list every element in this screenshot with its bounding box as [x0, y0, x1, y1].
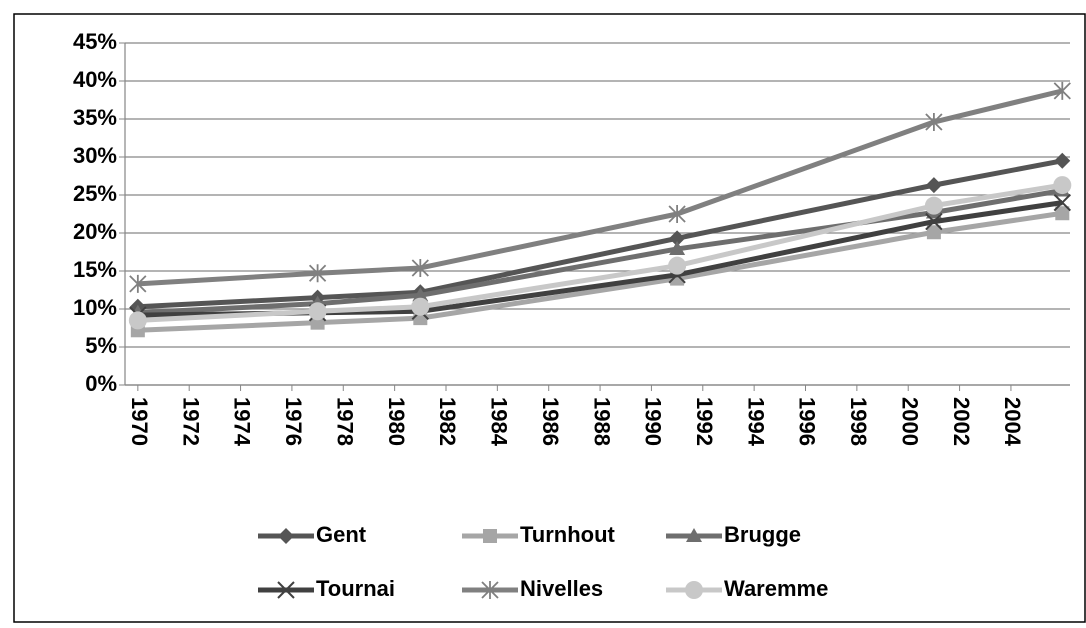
line — [137, 187, 1063, 316]
legend-marker — [277, 581, 295, 599]
x-tick-label: 2004 — [1000, 397, 1025, 447]
x-tick-label: 1988 — [589, 397, 614, 446]
y-tick-label: 15% — [73, 257, 117, 282]
marker — [925, 212, 943, 231]
marker — [129, 274, 147, 293]
y-tick-label: 10% — [73, 295, 117, 320]
x-tick-label: 1980 — [384, 397, 409, 446]
line — [137, 210, 1063, 333]
x-tick-label: 1990 — [641, 397, 666, 446]
x-tick-label: 1978 — [332, 397, 357, 446]
marker — [925, 177, 942, 194]
marker — [924, 196, 943, 215]
legend-item: Tournai — [258, 576, 395, 601]
x-tick-label: 1996 — [795, 397, 820, 446]
x-tick-label: 2002 — [949, 397, 974, 446]
series — [129, 81, 1071, 293]
legend-item: Waremme — [666, 576, 828, 601]
marker — [668, 205, 686, 223]
legend-item: Nivelles — [462, 576, 603, 601]
marker — [668, 256, 687, 275]
marker — [308, 264, 327, 283]
legend-label: Turnhout — [520, 522, 616, 547]
marker — [308, 302, 327, 321]
marker — [1053, 176, 1072, 195]
legend-label: Tournai — [316, 576, 395, 601]
marker — [1055, 206, 1070, 221]
x-tick-label: 1986 — [538, 397, 563, 446]
line — [137, 182, 1063, 323]
marker — [412, 287, 429, 302]
legend-marker — [481, 581, 499, 599]
legend-label: Brugge — [724, 522, 801, 547]
y-tick-label: 45% — [73, 29, 117, 54]
marker — [1053, 193, 1072, 212]
y-tick-label: 5% — [85, 333, 117, 358]
y-tick-label: 20% — [73, 219, 117, 244]
x-tick-label: 1974 — [230, 397, 255, 447]
x-tick-label: 1984 — [487, 397, 512, 447]
x-tick-label: 1992 — [692, 397, 717, 446]
y-tick-label: 30% — [73, 143, 117, 168]
y-tick-label: 0% — [85, 371, 117, 396]
y-tick-label: 25% — [73, 181, 117, 206]
x-tick-label: 1982 — [435, 397, 460, 446]
marker — [1054, 152, 1071, 169]
marker — [669, 240, 686, 255]
legend-marker — [685, 581, 703, 599]
line — [137, 88, 1063, 287]
legend-marker — [278, 528, 294, 544]
x-tick-label: 1998 — [846, 397, 871, 446]
legend-label: Waremme — [724, 576, 828, 601]
x-tick-label: 1972 — [178, 397, 203, 446]
x-tick-label: 1994 — [743, 397, 768, 447]
x-tick-label: 1970 — [127, 397, 152, 446]
legend-item: Turnhout — [462, 522, 616, 547]
marker — [411, 297, 430, 316]
legend-label: Gent — [316, 522, 367, 547]
x-tick-label: 2000 — [897, 397, 922, 446]
series — [128, 176, 1072, 330]
marker — [925, 113, 943, 132]
legend-marker — [686, 528, 702, 542]
line — [137, 158, 1063, 310]
marker — [1053, 81, 1071, 100]
legend-item: Brugge — [666, 522, 801, 547]
legend-item: Gent — [258, 522, 367, 547]
marker — [669, 230, 686, 247]
x-tick-label: 1976 — [281, 397, 306, 446]
marker — [926, 225, 941, 240]
marker — [411, 258, 429, 277]
marker — [128, 311, 147, 330]
y-tick-label: 35% — [73, 105, 117, 130]
legend-marker — [483, 529, 497, 543]
legend-label: Nivelles — [520, 576, 603, 601]
y-tick-label: 40% — [73, 67, 117, 92]
